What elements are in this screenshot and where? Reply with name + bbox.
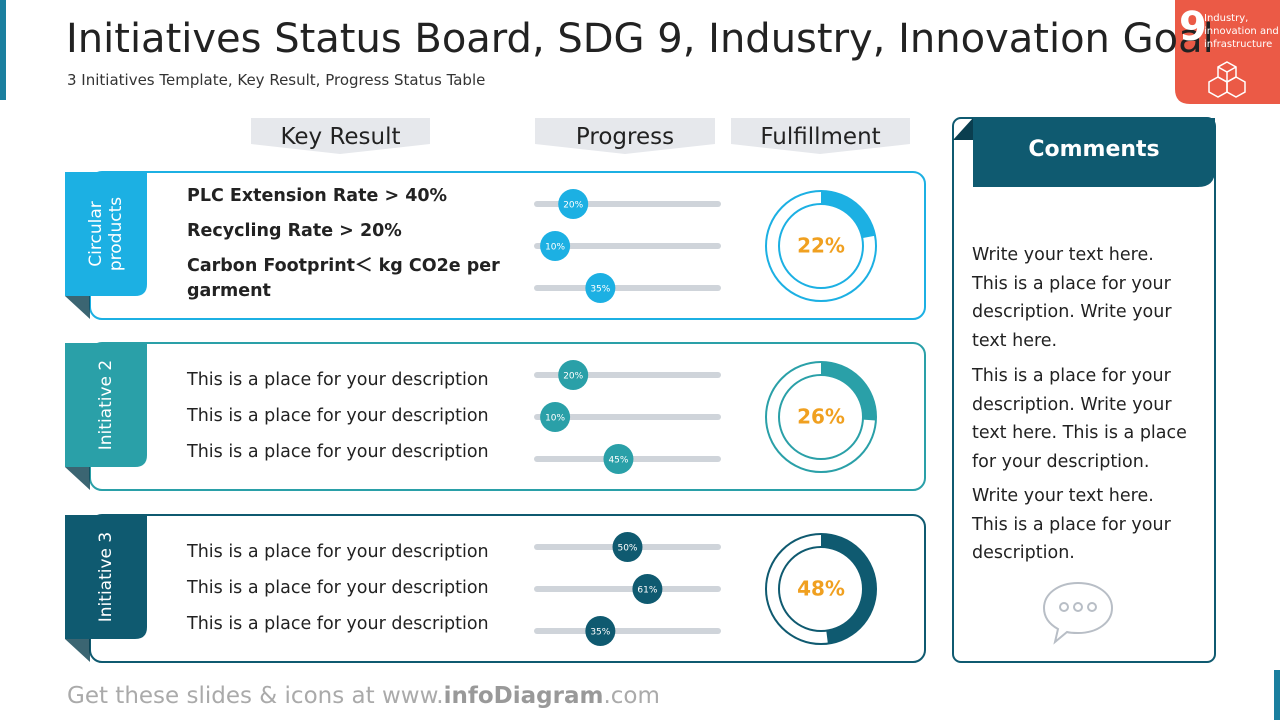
key-result: PLC Extension Rate > 40% <box>187 186 448 206</box>
progress-label: 10% <box>545 243 565 253</box>
column-header <box>731 118 910 154</box>
progress-label: 61% <box>637 586 657 596</box>
column-header <box>535 118 715 154</box>
key-result: This is a place for your description <box>187 578 489 598</box>
badge-number: 9 <box>1179 4 1207 50</box>
key-result: Recycling Rate > 20% <box>187 221 402 241</box>
subtitle: 3 Initiatives Template, Key Result, Prog… <box>67 71 486 89</box>
progress-knob <box>585 616 616 646</box>
progress-label: 50% <box>617 544 637 554</box>
progress-knob <box>558 360 589 390</box>
cube-icon <box>1208 61 1246 98</box>
progress-label: 20% <box>563 372 583 382</box>
row-tab <box>65 515 147 639</box>
row-tab <box>65 343 147 467</box>
comments-header <box>973 118 1215 187</box>
tab-fold <box>65 467 90 490</box>
key-result: This is a place for your description <box>187 406 489 426</box>
key-result: This is a place for your description <box>187 442 489 462</box>
footer-text: Get these slides & icons at www. <box>67 683 444 709</box>
progress-knob <box>585 273 616 303</box>
comment: Write your text here. This is a place fo… <box>972 486 1171 563</box>
accent-bar <box>1274 670 1280 720</box>
progress-knob <box>612 532 643 562</box>
fold <box>953 118 973 140</box>
badge-text: Industry, innovation and infrastructure <box>1204 13 1279 50</box>
row-label: Circular products <box>86 196 126 272</box>
progress-label: 10% <box>545 414 565 424</box>
column-title: Key Result <box>280 124 401 150</box>
comment: This is a place for your description. Wr… <box>972 366 1187 472</box>
key-result: This is a place for your description <box>187 370 489 390</box>
key-result: Carbon Footprint＜ kg CO2e per garment <box>187 256 500 301</box>
progress-knob <box>558 189 589 219</box>
title: Initiatives Status Board, SDG 9, Industr… <box>66 16 1214 62</box>
progress-label: 35% <box>590 628 610 638</box>
comments-title: Comments <box>1028 137 1160 162</box>
footer-text: .com <box>603 683 660 709</box>
fulfillment-label: 26% <box>797 405 845 429</box>
progress-label: 20% <box>563 201 583 211</box>
fulfillment-arc <box>820 191 876 239</box>
footer-brand: infoDiagram <box>443 683 604 709</box>
row-label: Initiative 3 <box>96 531 116 623</box>
tab-fold <box>65 639 90 662</box>
accent-bar <box>0 0 6 100</box>
fulfillment-arc <box>820 362 876 421</box>
column-header <box>251 118 430 154</box>
comment: Write your text here. This is a place fo… <box>972 245 1172 351</box>
progress-label: 35% <box>590 285 610 295</box>
speech-icon <box>1042 581 1114 645</box>
fulfillment-arc <box>820 534 876 644</box>
tab-fold <box>65 296 90 319</box>
column-title: Progress <box>575 124 675 150</box>
progress-knob <box>540 231 571 261</box>
row-label: Initiative 2 <box>96 359 116 451</box>
fulfillment-label: 48% <box>797 577 845 601</box>
progress-knob <box>540 402 571 432</box>
progress-knob <box>603 444 634 474</box>
progress-label: 45% <box>608 456 628 466</box>
key-result: This is a place for your description <box>187 542 489 562</box>
footer: Get these slides & icons at www.infoDiag… <box>67 683 660 709</box>
sdg-badge <box>1175 0 1280 104</box>
row-tab <box>65 172 147 296</box>
key-result: This is a place for your description <box>187 614 489 634</box>
column-title: Fulfillment <box>760 124 881 150</box>
fulfillment-label: 22% <box>797 234 845 258</box>
progress-knob <box>632 574 663 604</box>
